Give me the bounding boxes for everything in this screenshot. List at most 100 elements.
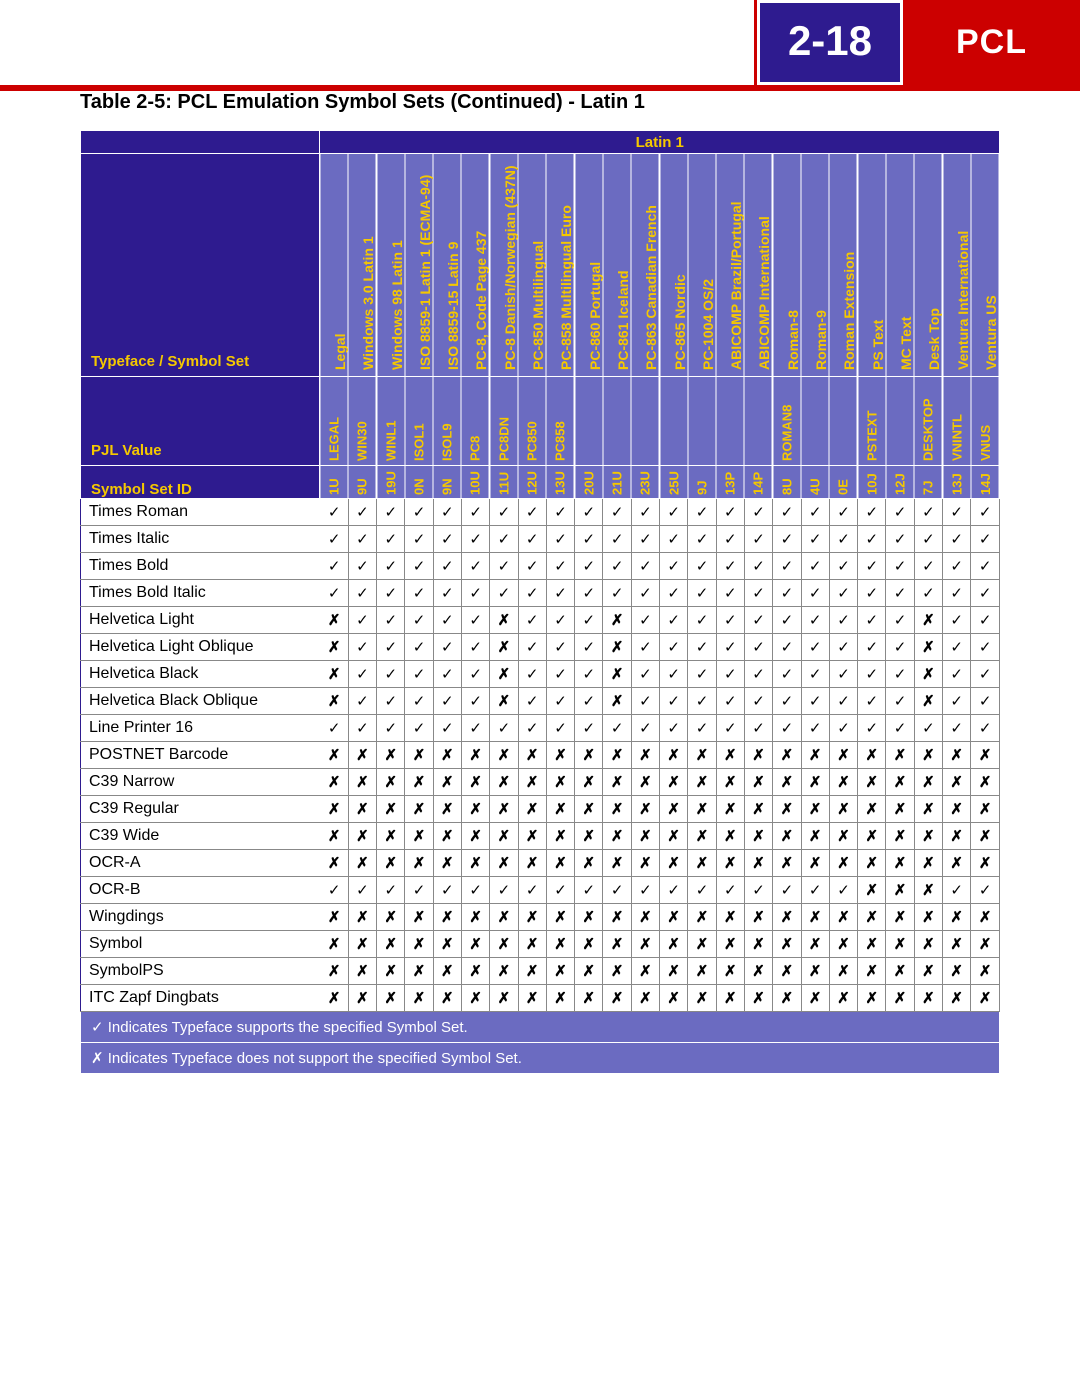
support-cell: ✗ <box>461 823 489 850</box>
support-cell: ✓ <box>518 715 546 742</box>
support-cell: ✓ <box>801 661 829 688</box>
support-cell: ✗ <box>348 985 376 1012</box>
support-cell: ✗ <box>405 769 433 796</box>
support-cell: ✗ <box>801 796 829 823</box>
support-cell: ✗ <box>886 850 914 877</box>
support-cell: ✓ <box>348 877 376 904</box>
support-cell: ✗ <box>914 931 942 958</box>
support-cell: ✗ <box>348 904 376 931</box>
support-cell: ✓ <box>716 661 744 688</box>
support-cell: ✓ <box>773 553 801 580</box>
support-cell: ✓ <box>320 526 348 553</box>
support-cell: ✗ <box>688 931 716 958</box>
support-cell: ✗ <box>773 823 801 850</box>
support-cell: ✗ <box>660 985 688 1012</box>
support-cell: ✗ <box>914 850 942 877</box>
col-name: MC Text <box>886 154 914 377</box>
support-cell: ✓ <box>829 553 857 580</box>
support-cell: ✓ <box>575 715 603 742</box>
support-cell: ✓ <box>971 553 1000 580</box>
support-cell: ✗ <box>320 823 348 850</box>
support-cell: ✗ <box>914 985 942 1012</box>
support-cell: ✗ <box>348 958 376 985</box>
table-row: Helvetica Black Oblique✗✓✓✓✓✓✗✓✓✓✗✓✓✓✓✓✓… <box>81 688 1000 715</box>
support-cell: ✓ <box>716 499 744 526</box>
typeface-name: C39 Wide <box>81 823 320 850</box>
support-cell: ✓ <box>575 553 603 580</box>
support-cell: ✓ <box>348 526 376 553</box>
support-cell: ✗ <box>886 742 914 769</box>
support-cell: ✓ <box>377 553 405 580</box>
support-cell: ✗ <box>603 958 631 985</box>
support-cell: ✗ <box>971 931 1000 958</box>
support-cell: ✓ <box>943 499 971 526</box>
support-cell: ✗ <box>829 769 857 796</box>
support-cell: ✓ <box>744 526 772 553</box>
support-cell: ✗ <box>801 742 829 769</box>
support-cell: ✗ <box>716 985 744 1012</box>
support-cell: ✗ <box>688 958 716 985</box>
support-cell: ✗ <box>858 850 886 877</box>
support-cell: ✓ <box>773 499 801 526</box>
support-cell: ✗ <box>631 769 659 796</box>
support-cell: ✗ <box>377 985 405 1012</box>
support-cell: ✓ <box>660 499 688 526</box>
support-cell: ✓ <box>660 634 688 661</box>
support-cell: ✗ <box>433 904 461 931</box>
support-cell: ✗ <box>461 931 489 958</box>
support-cell: ✓ <box>688 526 716 553</box>
support-cell: ✓ <box>773 877 801 904</box>
col-id: 7J <box>914 466 942 499</box>
support-cell: ✓ <box>971 580 1000 607</box>
legend-not-supports: ✗ Indicates Typeface does not support th… <box>81 1043 1000 1074</box>
table-row: POSTNET Barcode✗✗✗✗✗✗✗✗✗✗✗✗✗✗✗✗✗✗✗✗✗✗✗✗ <box>81 742 1000 769</box>
support-cell: ✓ <box>971 634 1000 661</box>
support-cell: ✗ <box>943 769 971 796</box>
support-cell: ✗ <box>801 823 829 850</box>
support-cell: ✓ <box>546 634 574 661</box>
col-name: ISO 8859-1 Latin 1 (ECMA-94) <box>405 154 433 377</box>
support-cell: ✓ <box>688 607 716 634</box>
support-cell: ✓ <box>603 715 631 742</box>
support-cell: ✗ <box>490 985 518 1012</box>
support-cell: ✓ <box>348 688 376 715</box>
support-cell: ✗ <box>575 985 603 1012</box>
support-cell: ✓ <box>773 715 801 742</box>
support-cell: ✓ <box>971 499 1000 526</box>
support-cell: ✗ <box>433 931 461 958</box>
support-cell: ✓ <box>688 715 716 742</box>
support-cell: ✗ <box>518 985 546 1012</box>
support-cell: ✓ <box>801 634 829 661</box>
col-id: 12J <box>886 466 914 499</box>
support-cell: ✓ <box>858 499 886 526</box>
support-cell: ✗ <box>971 850 1000 877</box>
typeface-name: OCR-B <box>81 877 320 904</box>
support-cell: ✗ <box>320 688 348 715</box>
col-id: 13U <box>546 466 574 499</box>
table-row: Times Roman✓✓✓✓✓✓✓✓✓✓✓✓✓✓✓✓✓✓✓✓✓✓✓✓ <box>81 499 1000 526</box>
col-id: 9U <box>348 466 376 499</box>
table-row: Line Printer 16✓✓✓✓✓✓✓✓✓✓✓✓✓✓✓✓✓✓✓✓✓✓✓✓ <box>81 715 1000 742</box>
support-cell: ✗ <box>829 742 857 769</box>
support-cell: ✗ <box>914 769 942 796</box>
col-pjl <box>716 377 744 466</box>
support-cell: ✗ <box>971 904 1000 931</box>
support-cell: ✓ <box>490 526 518 553</box>
support-cell: ✗ <box>603 823 631 850</box>
symbolset-id-header: Symbol Set ID <box>81 466 320 499</box>
table-row: C39 Regular✗✗✗✗✗✗✗✗✗✗✗✗✗✗✗✗✗✗✗✗✗✗✗✗ <box>81 796 1000 823</box>
support-cell: ✓ <box>858 661 886 688</box>
support-cell: ✓ <box>320 877 348 904</box>
support-cell: ✓ <box>405 553 433 580</box>
support-cell: ✗ <box>518 769 546 796</box>
support-cell: ✗ <box>943 823 971 850</box>
support-cell: ✗ <box>518 904 546 931</box>
table-row: SymbolPS✗✗✗✗✗✗✗✗✗✗✗✗✗✗✗✗✗✗✗✗✗✗✗✗ <box>81 958 1000 985</box>
col-id: 1U <box>320 466 348 499</box>
support-cell: ✗ <box>914 742 942 769</box>
support-cell: ✗ <box>631 985 659 1012</box>
support-cell: ✓ <box>320 499 348 526</box>
typeface-header: Typeface / Symbol Set <box>81 154 320 377</box>
support-cell: ✓ <box>546 715 574 742</box>
support-cell: ✗ <box>320 742 348 769</box>
